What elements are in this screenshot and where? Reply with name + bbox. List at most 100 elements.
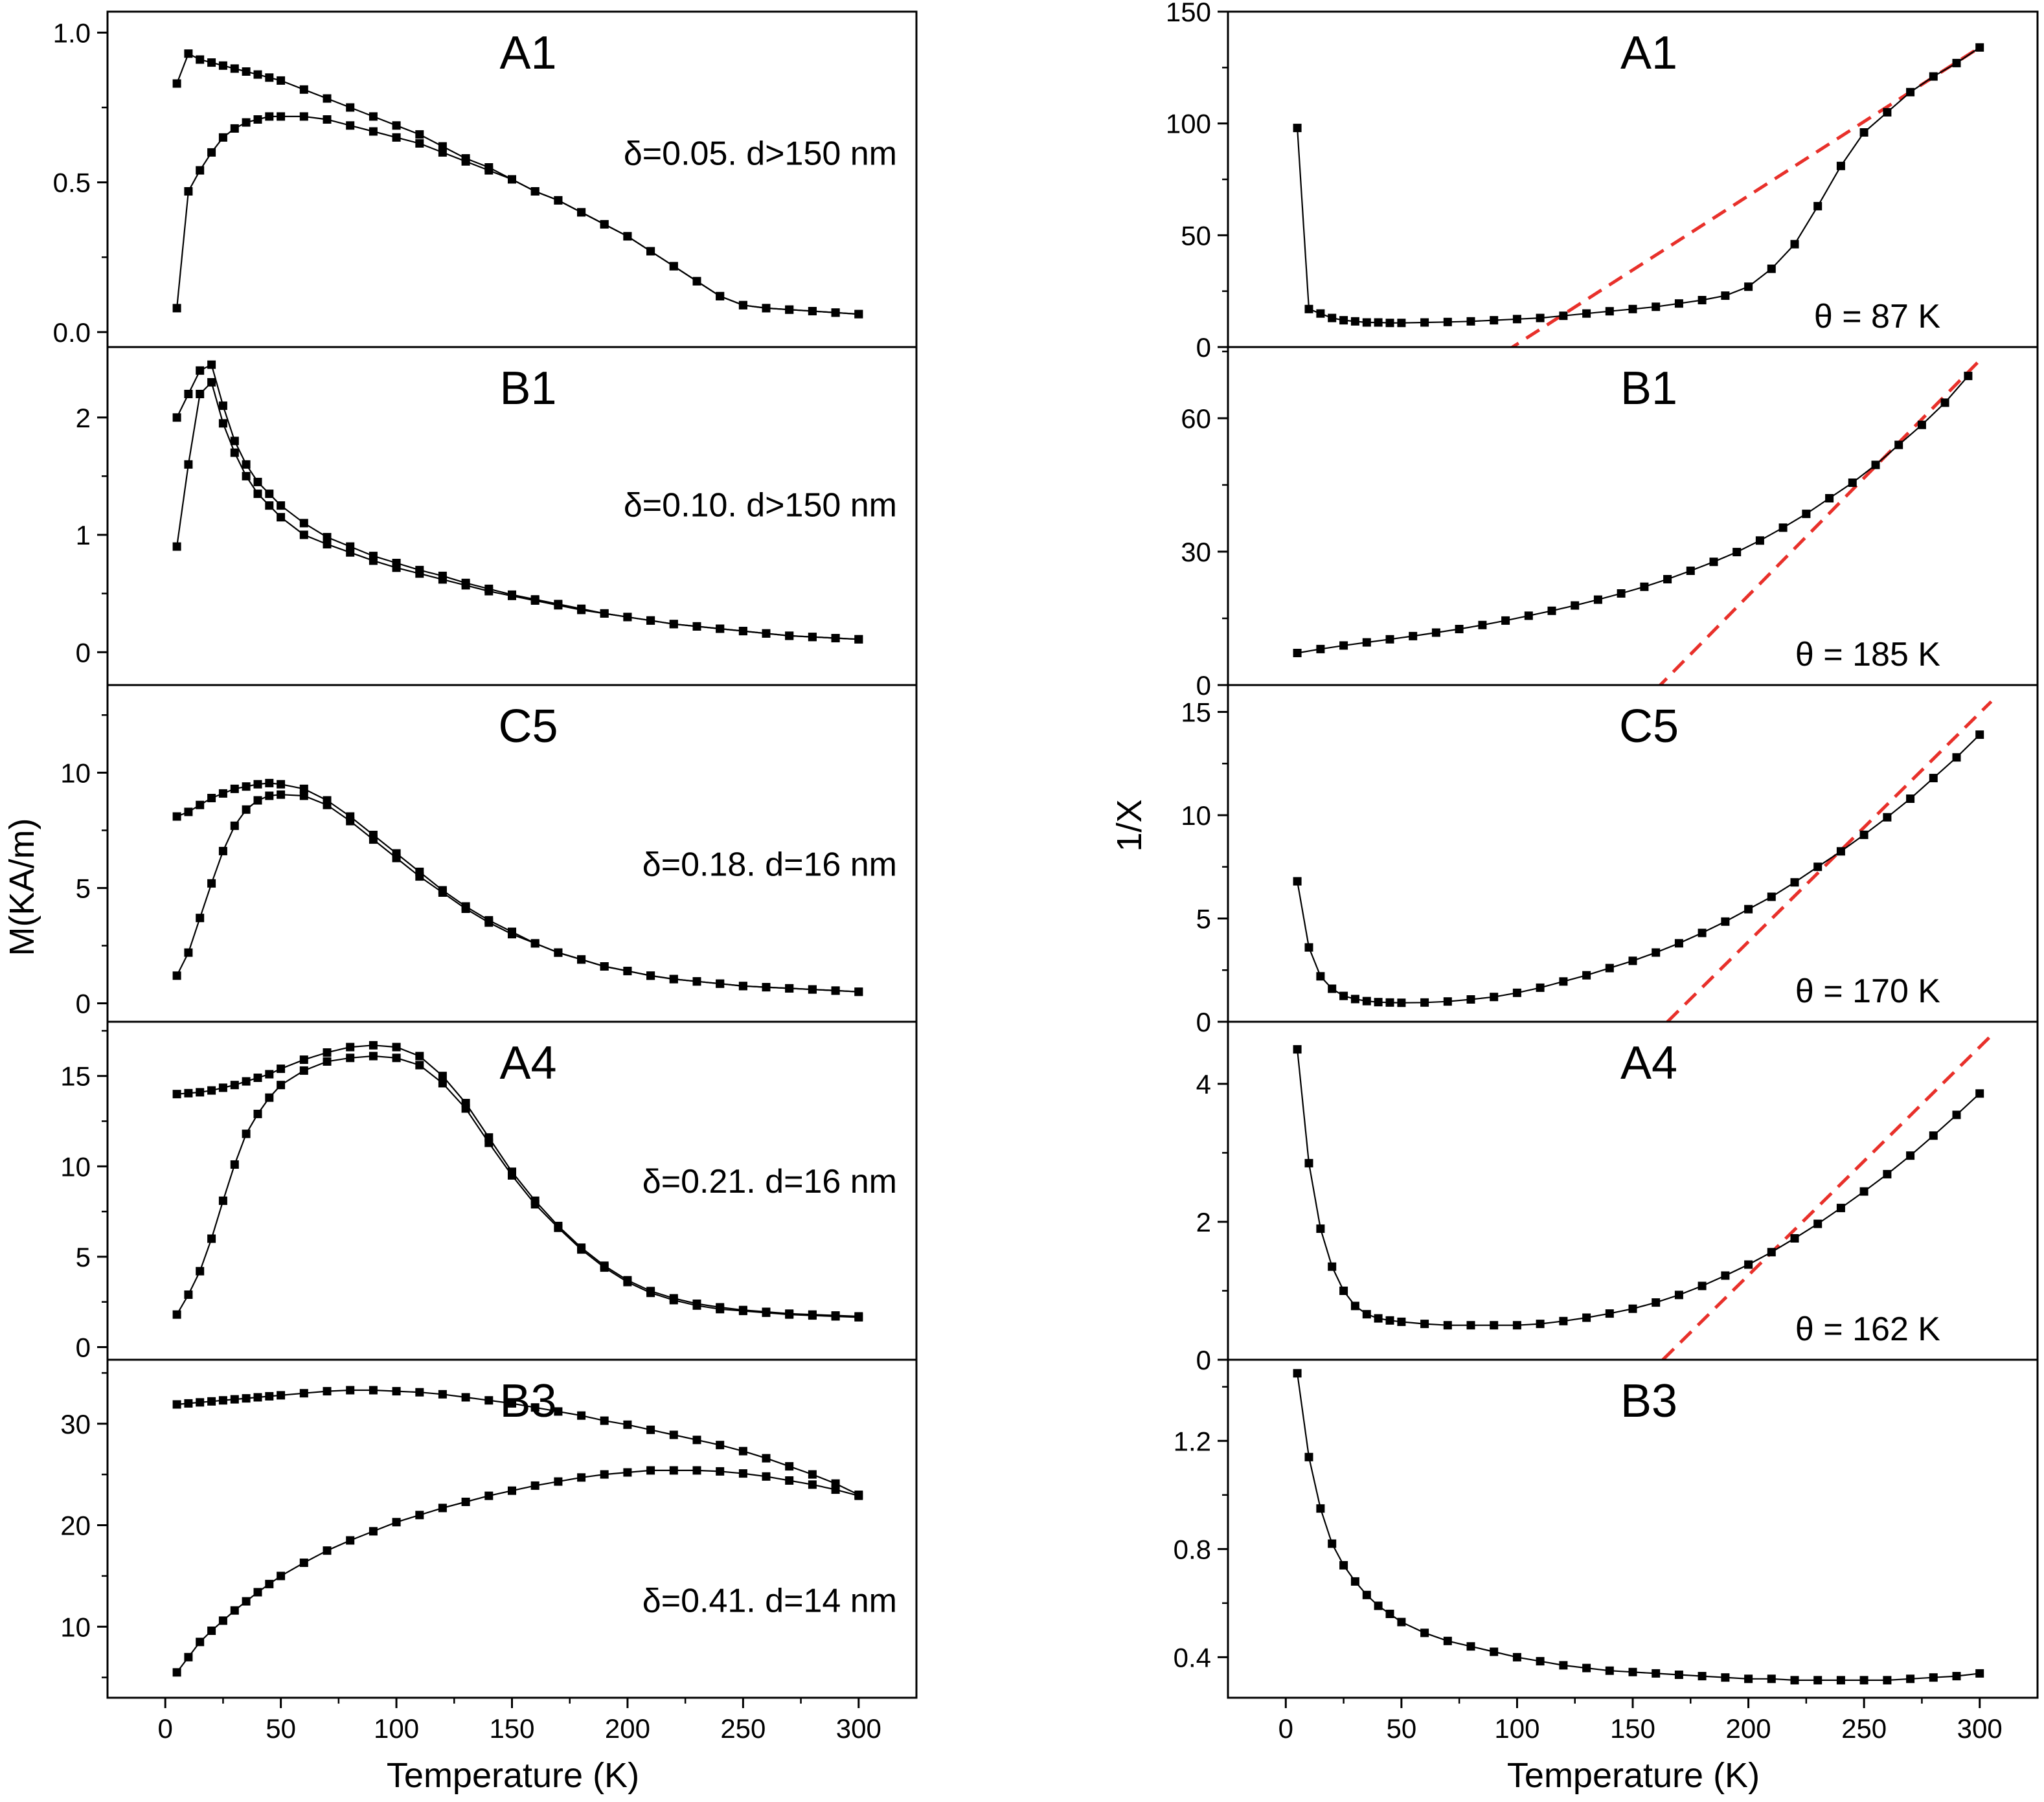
- plot-area: [172, 778, 863, 997]
- data-point: [207, 148, 216, 157]
- data-point: [1813, 1676, 1823, 1685]
- data-point: [1328, 313, 1337, 322]
- left-magnetization-column: 0.0 0.5 1.0 A1 δ=0.05. d>150 nm 0 1 2 B1 δ=0.10. …: [53, 10, 918, 1744]
- data-point: [438, 148, 447, 157]
- data-point: [1316, 1504, 1325, 1513]
- data-point: [1628, 1304, 1637, 1313]
- x-tick-label: 250: [1841, 1713, 1887, 1744]
- panel-label: A1: [499, 27, 556, 79]
- data-point: [692, 977, 701, 986]
- data-point: [1698, 296, 1707, 304]
- data-point: [253, 1109, 262, 1118]
- data-point: [785, 631, 794, 640]
- data-point: [1397, 319, 1406, 328]
- panel-right-B1: 0 30 60 B1 θ = 185 K: [1181, 346, 2039, 701]
- data-point: [785, 1476, 794, 1485]
- data-point: [508, 1399, 516, 1408]
- data-point: [196, 800, 205, 809]
- data-point: [577, 208, 586, 217]
- panel-annotation: δ=0.05. d>150 nm: [624, 135, 897, 172]
- panel-label: A4: [499, 1037, 556, 1089]
- data-point: [1802, 510, 1811, 519]
- data-point: [623, 1468, 632, 1477]
- data-point: [172, 1310, 181, 1319]
- data-point: [1339, 316, 1348, 325]
- x-tick-label: 100: [1494, 1713, 1539, 1744]
- data-point: [242, 460, 251, 469]
- data-point: [1304, 943, 1313, 952]
- data-point: [242, 805, 251, 814]
- data-point: [230, 1606, 239, 1615]
- data-point: [438, 1390, 447, 1399]
- data-point: [1293, 877, 1302, 886]
- data-point: [1952, 58, 1961, 67]
- data-point: [692, 1466, 701, 1475]
- data-point: [1559, 311, 1568, 321]
- data-point: [1478, 620, 1487, 629]
- data-point: [738, 982, 747, 991]
- data-point: [172, 304, 181, 313]
- data-point: [207, 879, 216, 888]
- data-point: [762, 304, 771, 313]
- y-tick-label: 15: [1181, 697, 1211, 727]
- data-point: [1674, 1290, 1683, 1300]
- data-point: [369, 1527, 378, 1536]
- data-point: [242, 67, 251, 76]
- data-point: [218, 789, 227, 798]
- data-point: [1536, 1320, 1545, 1329]
- data-point: [172, 79, 181, 88]
- data-point: [184, 460, 193, 469]
- data-point: [785, 984, 794, 993]
- data-point: [323, 540, 332, 548]
- y-tick-label: 100: [1166, 109, 1211, 139]
- series-line-1-x: [1297, 1049, 1981, 1326]
- data-point: [299, 519, 308, 528]
- data-point: [854, 987, 863, 997]
- data-point: [230, 436, 239, 445]
- data-point: [1420, 1320, 1429, 1329]
- data-point: [1906, 87, 1915, 96]
- data-point: [1859, 830, 1868, 839]
- data-point: [172, 1400, 181, 1409]
- data-point: [1929, 1131, 1938, 1140]
- data-point: [1420, 318, 1429, 327]
- data-point: [854, 1312, 863, 1322]
- y-tick-label: 0: [76, 637, 91, 668]
- data-point: [415, 139, 424, 148]
- data-point: [242, 1129, 251, 1138]
- data-point: [218, 1616, 227, 1625]
- data-point: [1362, 638, 1371, 647]
- data-point: [277, 76, 286, 85]
- data-point: [461, 157, 470, 166]
- x-tick-label: 300: [1957, 1713, 2003, 1744]
- y-tick-label: 30: [60, 1409, 91, 1439]
- data-point: [207, 377, 216, 387]
- data-point: [253, 490, 262, 499]
- data-point: [1293, 1369, 1302, 1378]
- data-point: [1328, 1539, 1337, 1548]
- data-point: [207, 58, 216, 67]
- data-point: [242, 471, 251, 480]
- x-tick-label: 150: [1610, 1713, 1655, 1744]
- data-point: [230, 784, 239, 793]
- data-point: [1490, 1321, 1499, 1330]
- data-point: [600, 1470, 609, 1479]
- panel-left-A1: 0.0 0.5 1.0 A1 δ=0.05. d>150 nm: [53, 10, 918, 348]
- data-point: [1975, 1089, 1984, 1098]
- data-point: [415, 1052, 424, 1061]
- data-point: [369, 556, 378, 565]
- data-point: [1883, 1169, 1892, 1178]
- data-point: [669, 974, 678, 984]
- data-point: [346, 1536, 355, 1545]
- data-point: [716, 624, 725, 633]
- data-point: [1744, 1260, 1753, 1269]
- y-tick-label: 30: [1181, 537, 1211, 567]
- data-point: [738, 1469, 747, 1478]
- data-point: [1536, 1657, 1545, 1666]
- data-point: [1767, 892, 1776, 901]
- data-point: [172, 812, 181, 821]
- x-tick-label: 0: [158, 1713, 173, 1744]
- data-point: [1744, 905, 1753, 914]
- data-point: [196, 1638, 205, 1647]
- data-point: [1859, 1187, 1868, 1196]
